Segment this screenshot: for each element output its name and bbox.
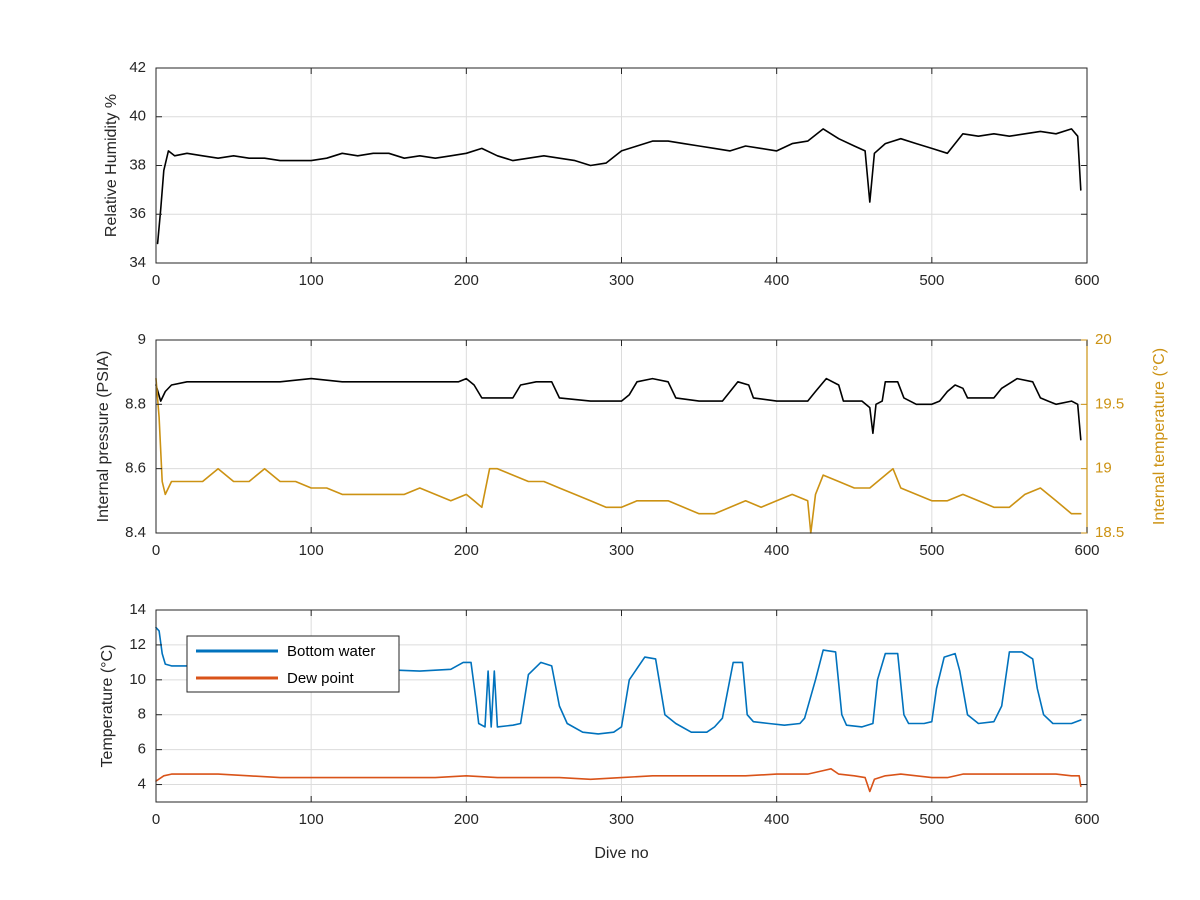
pressure-x-tick-label: 200 <box>454 542 479 559</box>
pressure-y-tick-label: 8.4 <box>125 524 146 541</box>
temperature-x-tick-label: 400 <box>764 811 789 828</box>
humidity-x-tick-label: 600 <box>1074 272 1099 289</box>
x-axis-label: Dive no <box>594 845 648 862</box>
pressure-y-axis-label: Internal pressure (PSIA) <box>95 351 112 523</box>
temperature-y-tick-label: 8 <box>138 706 146 723</box>
humidity-y-tick-label: 40 <box>129 108 146 125</box>
temperature-ticks: 0 100 200 300 400 500 600 4 6 8 10 12 14 <box>129 601 1099 828</box>
legend: Bottom water Dew point <box>186 635 400 693</box>
humidity-y-tick-label: 36 <box>129 205 146 222</box>
humidity-grid <box>156 68 1087 263</box>
temperature-x-tick-label: 600 <box>1074 811 1099 828</box>
pressure-x-tick-label: 600 <box>1074 542 1099 559</box>
humidity-x-tick-label: 300 <box>609 272 634 289</box>
humidity-x-tick-label: 0 <box>152 272 160 289</box>
temperature-y-axis-label: Temperature (°C) <box>99 645 116 768</box>
humidity-panel: 0 100 200 300 400 500 600 34 36 38 40 42 Relative H… <box>103 59 1099 289</box>
pressure-x-tick-label: 0 <box>152 542 160 559</box>
humidity-y-tick-label: 42 <box>129 59 146 76</box>
humidity-y-tick-label: 34 <box>129 254 146 271</box>
temperature-x-tick-label: 500 <box>919 811 944 828</box>
pressure-y-tick-label: 8.6 <box>125 460 146 477</box>
temperature-y-tick-label: 12 <box>129 636 146 653</box>
temperature-y-tick-label: 4 <box>138 776 146 793</box>
pressure-y-tick-label-right: 19.5 <box>1095 395 1124 412</box>
pressure-y-tick-label: 8.8 <box>125 395 146 412</box>
humidity-series-0-line <box>156 128 1082 245</box>
temperature-y-tick-label: 14 <box>129 601 146 618</box>
pressure-y-tick-label-right: 20 <box>1095 331 1112 348</box>
pressure-series-1-line <box>155 377 1082 534</box>
humidity-ticks: 0 100 200 300 400 500 600 34 36 38 40 42 <box>129 59 1099 289</box>
pressure-series <box>155 377 1082 534</box>
humidity-y-tick-label: 38 <box>129 156 146 173</box>
humidity-x-tick-label: 100 <box>299 272 324 289</box>
pressure-y-tick-label-right: 19 <box>1095 460 1112 477</box>
temperature-panel: 0 100 200 300 400 500 600 4 6 8 10 12 14 Temperature… <box>99 601 1099 862</box>
pressure-grid <box>156 340 1087 533</box>
dew-point-line <box>155 767 1082 793</box>
legend-label-bottom-water: Bottom water <box>287 643 375 660</box>
temperature-x-tick-label: 200 <box>454 811 479 828</box>
pressure-x-tick-label: 100 <box>299 542 324 559</box>
humidity-x-tick-label: 500 <box>919 272 944 289</box>
pressure-x-tick-label: 500 <box>919 542 944 559</box>
humidity-x-tick-label: 200 <box>454 272 479 289</box>
temperature-x-tick-label: 0 <box>152 811 160 828</box>
temperature-x-tick-label: 100 <box>299 811 324 828</box>
temperature-y-axis-label-right: Internal temperature (°C) <box>1151 348 1168 525</box>
temperature-y-tick-label: 10 <box>129 671 146 688</box>
legend-box <box>186 635 400 693</box>
pressure-ticks: 0 100 200 300 400 500 600 8.4 8.6 8.8 9 18.5 19 19.5 2… <box>125 331 1124 559</box>
humidity-y-axis-label: Relative Humidity % <box>103 94 120 237</box>
bottom-water-line <box>155 626 1082 735</box>
pressure-series-0-line <box>155 377 1082 441</box>
pressure-x-tick-label: 400 <box>764 542 789 559</box>
temperature-x-tick-label: 300 <box>609 811 634 828</box>
pressure-y-tick-label: 9 <box>138 331 146 348</box>
temperature-series <box>155 626 1082 793</box>
humidity-x-tick-label: 400 <box>764 272 789 289</box>
pressure-y-tick-label-right: 18.5 <box>1095 524 1124 541</box>
legend-label-dew-point: Dew point <box>287 670 355 687</box>
pressure-x-tick-label: 300 <box>609 542 634 559</box>
humidity-series <box>156 128 1082 245</box>
temperature-y-tick-label: 6 <box>138 741 146 758</box>
pressure-panel: 0 100 200 300 400 500 600 8.4 8.6 8.8 9 18.5 19 19.5 2… <box>95 331 1168 559</box>
